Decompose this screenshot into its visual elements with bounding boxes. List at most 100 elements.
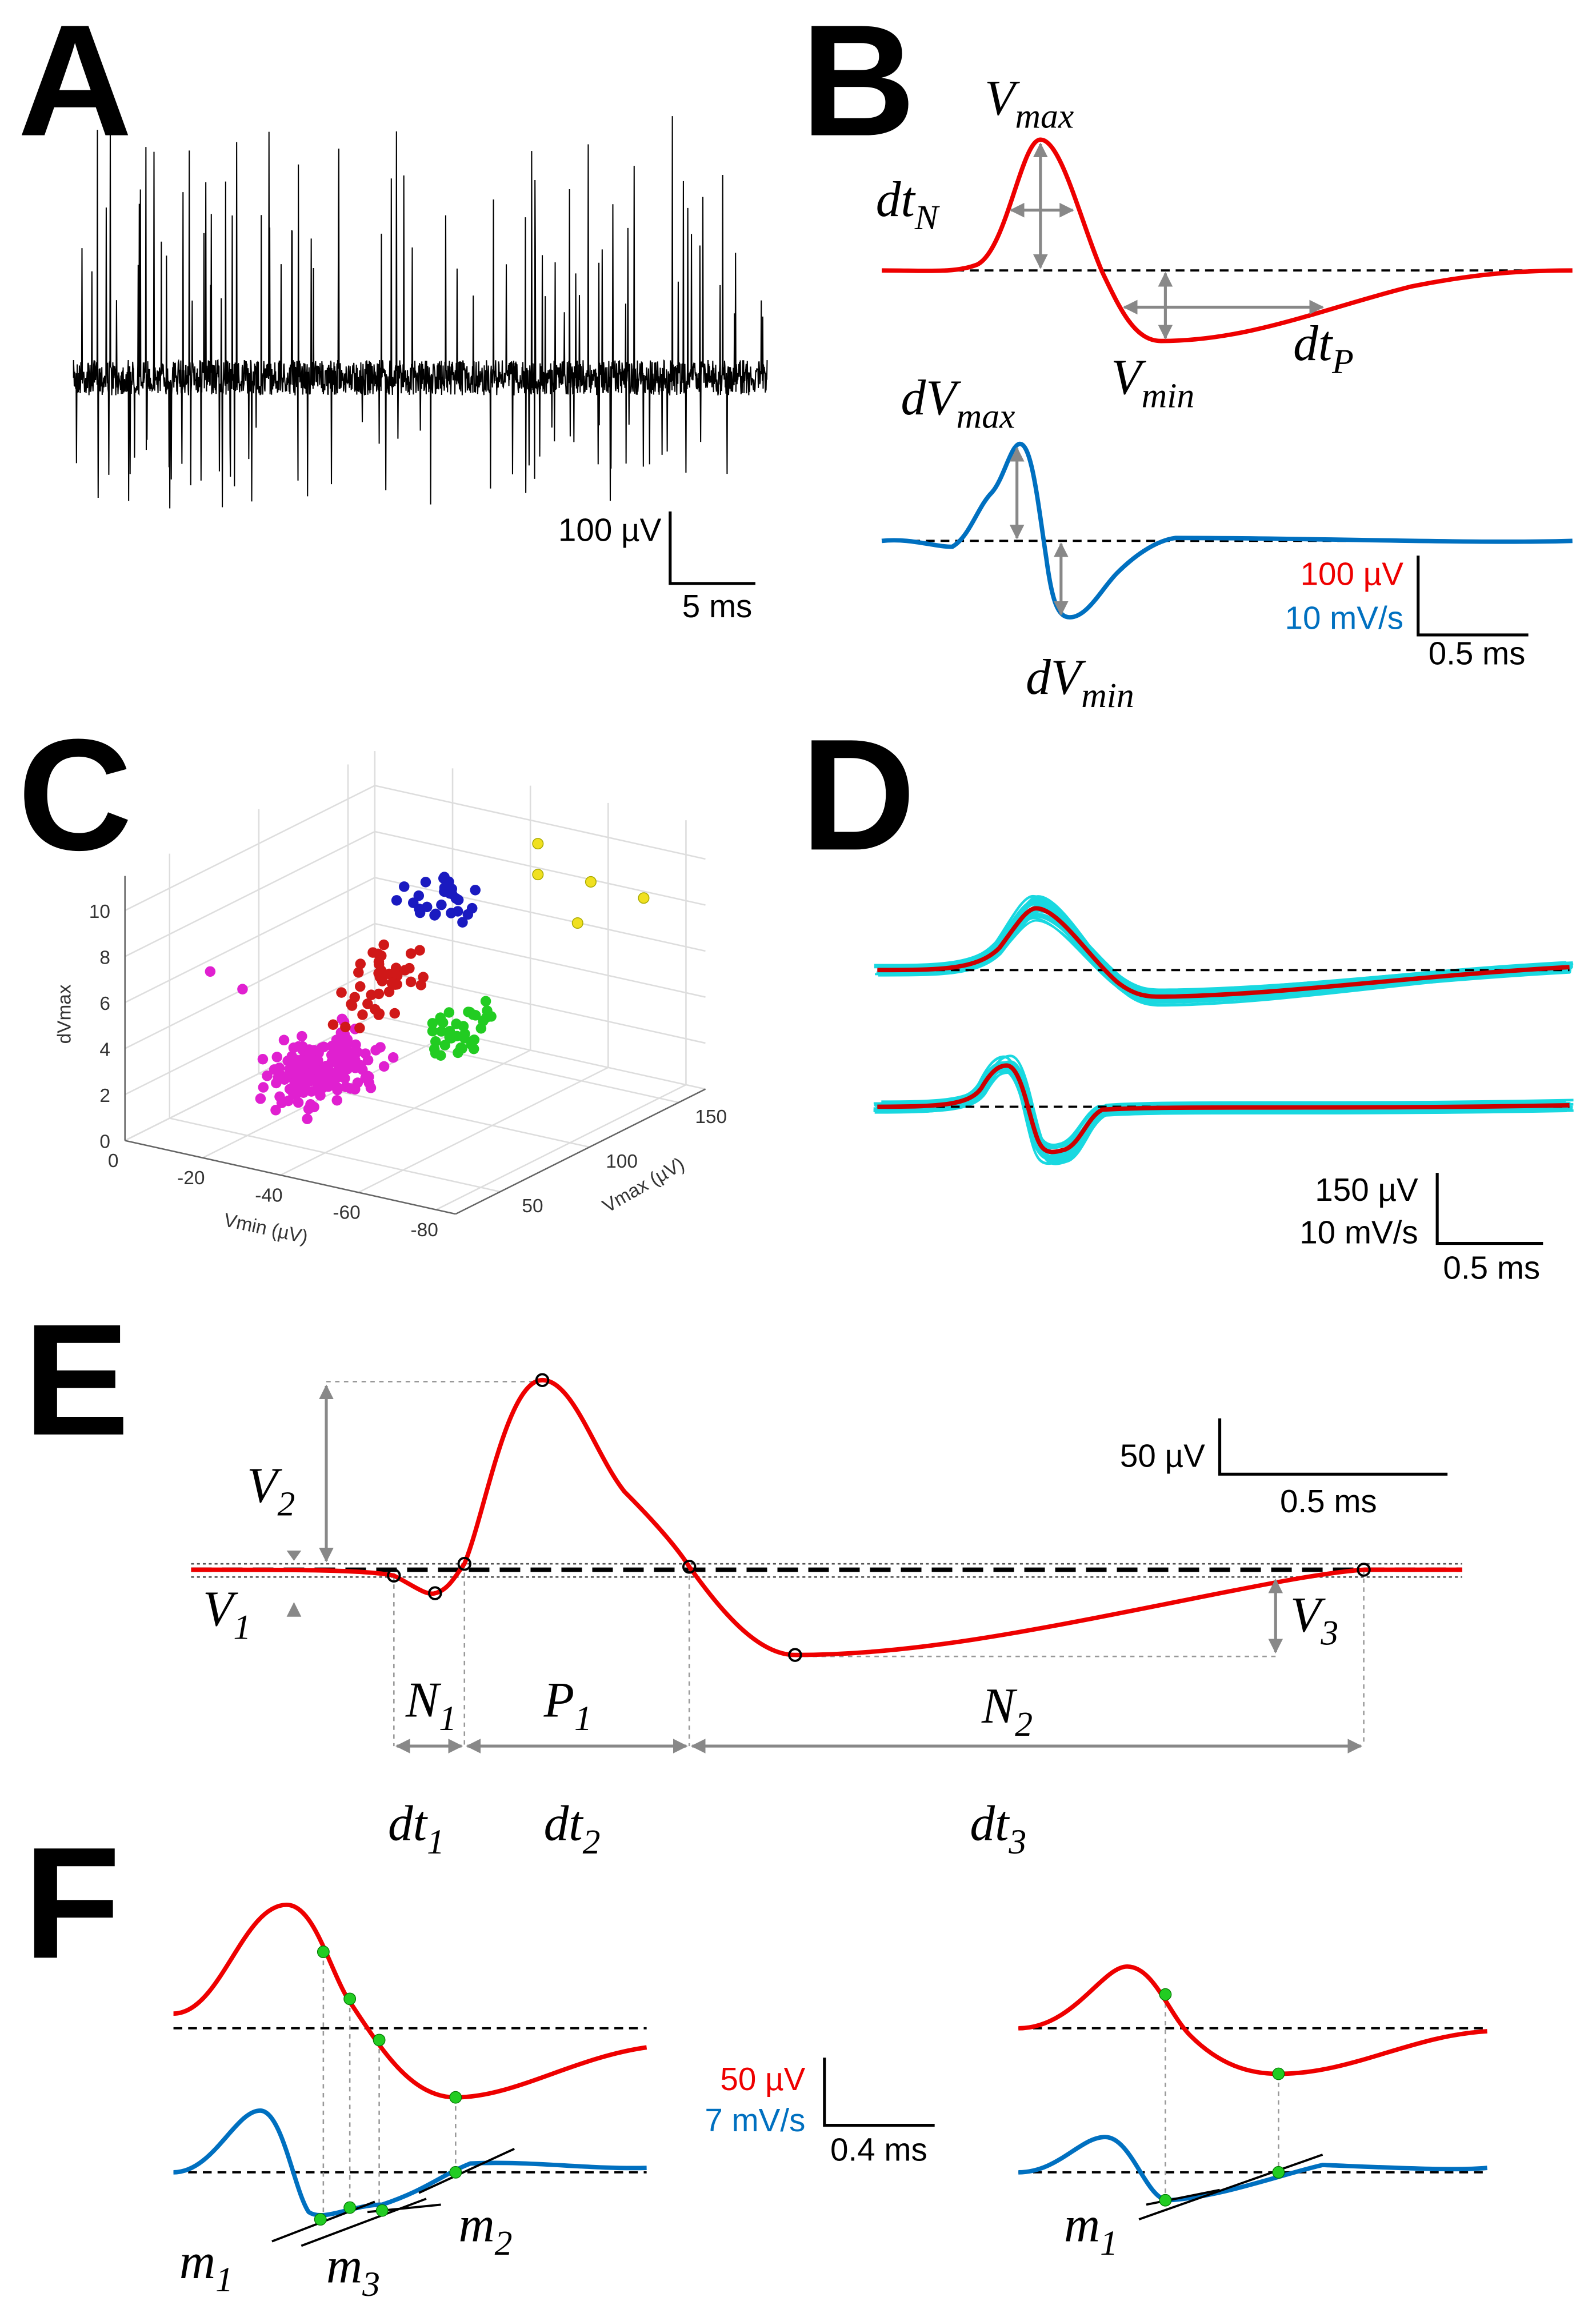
scatter-point bbox=[349, 1047, 360, 1058]
mean-waveform bbox=[877, 906, 1570, 999]
scatter-point bbox=[292, 1087, 303, 1098]
scatter-point bbox=[331, 1094, 343, 1106]
overlay-trace bbox=[879, 895, 1572, 1001]
derivative bbox=[881, 441, 1573, 620]
label: m3 bbox=[326, 2238, 380, 2304]
scatter-point bbox=[312, 1065, 323, 1076]
tick-label: 6 bbox=[99, 993, 110, 1014]
grid-line bbox=[125, 922, 375, 1049]
grid-line bbox=[125, 785, 375, 912]
annotation-arrows bbox=[319, 1384, 1362, 1753]
panel-label: A bbox=[18, 0, 133, 169]
label: m2 bbox=[458, 2197, 512, 2263]
tick-label: 4 bbox=[99, 1039, 110, 1060]
label: dtN bbox=[876, 171, 941, 237]
threshold bbox=[191, 1563, 1462, 1578]
label-subscript: max bbox=[957, 397, 1015, 436]
waveform bbox=[1018, 1964, 1487, 2076]
tick-label: -80 bbox=[411, 1220, 438, 1241]
mean-derivative bbox=[877, 1063, 1570, 1154]
scatter-point bbox=[323, 1065, 334, 1076]
scatter-point bbox=[418, 972, 429, 982]
scatter-point bbox=[273, 1072, 283, 1083]
scatter-point bbox=[362, 998, 373, 1009]
scale-label: 7 mV/s bbox=[705, 2102, 805, 2138]
scatter-point bbox=[363, 1071, 374, 1082]
label-base: dt bbox=[544, 1796, 585, 1851]
scatter-point bbox=[373, 958, 385, 970]
derivative bbox=[1018, 2135, 1487, 2203]
scatter-point bbox=[585, 876, 597, 888]
scatter-point bbox=[297, 1041, 308, 1052]
scatter-point bbox=[237, 984, 248, 994]
scatter-point bbox=[293, 1097, 304, 1108]
scatter-point bbox=[466, 902, 478, 914]
scatter-point bbox=[305, 1099, 316, 1110]
scatter-point bbox=[282, 1055, 293, 1066]
label: dt3 bbox=[970, 1796, 1026, 1861]
scatter-point bbox=[318, 1075, 329, 1086]
scatter-point bbox=[452, 906, 463, 917]
scatter-point bbox=[436, 1026, 447, 1037]
grid-line bbox=[374, 922, 706, 998]
axis-label: dVmax bbox=[54, 984, 75, 1044]
label-base: dt bbox=[1293, 315, 1334, 371]
label-subscript: min bbox=[1142, 376, 1195, 415]
tick-label: 150 bbox=[695, 1106, 727, 1128]
scatter-point bbox=[288, 1042, 299, 1053]
label-subscript: 3 bbox=[1008, 1823, 1026, 1861]
grid-line bbox=[125, 830, 375, 957]
scatter-point bbox=[427, 1018, 438, 1029]
label-subscript: 1 bbox=[215, 2260, 233, 2299]
scatter-point bbox=[350, 1039, 361, 1050]
label-subscript: min bbox=[1081, 676, 1134, 715]
overlay-trace bbox=[878, 900, 1571, 997]
grid-line bbox=[374, 830, 706, 906]
waveform bbox=[191, 1377, 1462, 1657]
scatter-point bbox=[353, 967, 364, 978]
scatter-point bbox=[478, 1016, 489, 1026]
panel-label: B bbox=[801, 0, 916, 169]
scatter-point bbox=[469, 1034, 480, 1045]
arrowheads bbox=[286, 1551, 302, 1617]
scatter-point bbox=[421, 901, 433, 913]
scatter-point bbox=[378, 939, 389, 950]
scatter-point bbox=[439, 872, 450, 882]
scatter-point bbox=[299, 1075, 311, 1086]
label-base: V bbox=[1290, 1587, 1326, 1642]
scatter-point bbox=[355, 981, 366, 992]
label-base: dV bbox=[901, 370, 962, 425]
label-subscript: 2 bbox=[495, 2224, 513, 2263]
grid-line bbox=[374, 877, 706, 952]
axis-line bbox=[125, 1140, 456, 1215]
trace-line bbox=[73, 116, 768, 509]
grid-line bbox=[358, 1066, 609, 1193]
scatter-point bbox=[390, 979, 401, 990]
label-base: dV bbox=[1026, 649, 1086, 705]
label: dtP bbox=[1293, 315, 1354, 381]
tick-label: 0 bbox=[99, 1131, 110, 1152]
scatter-point bbox=[318, 1041, 329, 1053]
scatter-point bbox=[370, 1004, 381, 1015]
scatter-point bbox=[340, 1021, 351, 1033]
scatter-point bbox=[437, 1017, 449, 1028]
scatter-point bbox=[532, 838, 544, 850]
scatter-point bbox=[336, 987, 347, 998]
scale-label: 10 mV/s bbox=[1299, 1215, 1418, 1251]
tick-label: 0 bbox=[108, 1150, 119, 1172]
scale-label: 0.5 ms bbox=[1443, 1249, 1540, 1285]
scale-bar bbox=[823, 2058, 935, 2127]
tick-label: 100 bbox=[606, 1151, 638, 1172]
scatter-point bbox=[297, 1030, 307, 1042]
scatter-point bbox=[287, 1068, 299, 1079]
axis-label: Vmin (µV) bbox=[222, 1209, 310, 1248]
scatter-point bbox=[271, 1052, 283, 1062]
grid-line bbox=[374, 969, 706, 1044]
scatter-point bbox=[205, 966, 216, 977]
panel-label: F bbox=[23, 1814, 121, 1991]
label-base: N bbox=[405, 1672, 442, 1728]
tick-label: -20 bbox=[177, 1168, 205, 1189]
tick-label: 8 bbox=[99, 947, 110, 968]
